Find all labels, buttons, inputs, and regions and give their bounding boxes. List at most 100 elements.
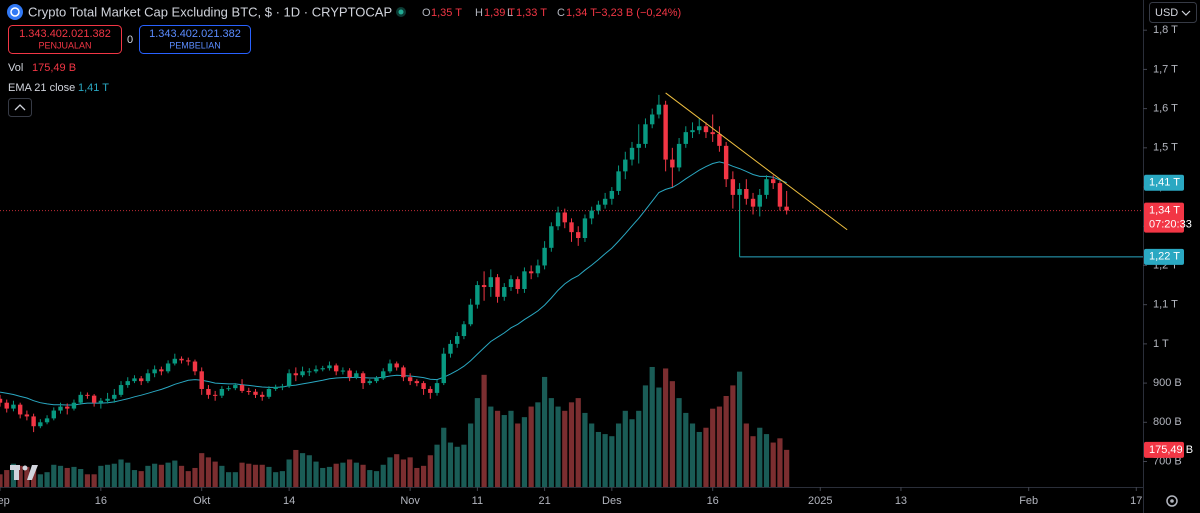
symbol-icon bbox=[7, 4, 23, 20]
axes: 1,8 T1,7 T1,6 T1,5 T1,4 T1,3 T1,2 T1,1 T… bbox=[0, 24, 1193, 507]
candle-body bbox=[549, 226, 554, 248]
x-tick-label: Okt bbox=[193, 495, 210, 507]
plot bbox=[0, 92, 1143, 487]
y-tick-label: 1,1 T bbox=[1153, 299, 1178, 311]
volume-bar bbox=[10, 463, 17, 487]
volume-bar bbox=[353, 462, 359, 487]
ohlc-value: 1,39 T bbox=[484, 7, 515, 19]
volume-bar bbox=[407, 457, 413, 487]
candle-body bbox=[58, 406, 63, 411]
collapse-icon bbox=[14, 104, 26, 111]
sell-price: 1.343.402.021.382 bbox=[19, 28, 111, 40]
sell-button[interactable] bbox=[8, 25, 122, 54]
x-tick-label: 16 bbox=[707, 495, 719, 507]
candle-body bbox=[710, 132, 715, 135]
collapse-button[interactable] bbox=[8, 98, 32, 117]
y-tick-label: 1,8 T bbox=[1153, 24, 1178, 36]
candle-body bbox=[730, 179, 736, 195]
candle-body bbox=[300, 371, 305, 376]
candle-body bbox=[455, 336, 460, 344]
candle-body bbox=[65, 406, 70, 409]
chart-title[interactable]: Crypto Total Market Cap Excluding BTC, $… bbox=[28, 4, 392, 19]
buy-price: 1.343.402.021.382 bbox=[149, 28, 241, 40]
volume-bar bbox=[730, 385, 736, 487]
candle-body bbox=[179, 358, 184, 361]
volume-bar bbox=[763, 434, 770, 487]
last-price-label-box bbox=[1144, 202, 1184, 233]
volume-bar bbox=[710, 408, 716, 487]
y-tick-label: 1 T bbox=[1153, 338, 1169, 350]
volume-bar bbox=[252, 464, 259, 487]
ohlc-key: L bbox=[507, 7, 513, 19]
volume-bar bbox=[347, 459, 353, 487]
candle-body bbox=[777, 183, 783, 207]
logo-part bbox=[27, 465, 38, 480]
volume-bar bbox=[373, 471, 380, 487]
candle-body bbox=[118, 385, 124, 395]
candle-body bbox=[441, 353, 446, 384]
candle-body bbox=[226, 388, 231, 390]
candle-body bbox=[212, 394, 218, 396]
logo bbox=[10, 465, 38, 480]
volume-bar bbox=[542, 376, 548, 487]
volume-bar bbox=[31, 467, 37, 487]
ema-legend[interactable]: EMA 21 close bbox=[8, 82, 75, 94]
volume-bar bbox=[340, 462, 346, 487]
buy-button[interactable] bbox=[139, 25, 251, 54]
x-tick-label: 17 bbox=[1130, 495, 1142, 507]
candle-body bbox=[475, 285, 480, 305]
candle-body bbox=[186, 360, 191, 362]
level-price-label-box bbox=[1144, 248, 1184, 265]
volume-bar bbox=[293, 449, 299, 487]
volume-bar bbox=[602, 434, 608, 487]
candle-body bbox=[0, 398, 3, 403]
volume-bar bbox=[427, 455, 433, 487]
candle-body bbox=[528, 271, 534, 274]
candle-body bbox=[623, 159, 628, 172]
ohlc-change: −3,23 B (−0,24%) bbox=[595, 7, 681, 19]
candle-body bbox=[132, 378, 137, 382]
settings-button[interactable] bbox=[1166, 495, 1178, 507]
y-tick-label: 1,7 T bbox=[1153, 63, 1178, 75]
volume-price-label: 175,49 B bbox=[1149, 444, 1193, 456]
ohlc-key: O bbox=[422, 7, 431, 19]
volume-bar bbox=[676, 398, 682, 487]
volume-bar bbox=[246, 463, 252, 487]
candle-body bbox=[602, 198, 608, 205]
ema-price-label: 1,41 T bbox=[1149, 177, 1180, 189]
volume-bar bbox=[447, 442, 454, 487]
trend-line bbox=[665, 92, 848, 231]
volume-bar bbox=[494, 410, 501, 487]
candle-body bbox=[656, 104, 662, 115]
candle-body bbox=[105, 398, 110, 401]
candle-body bbox=[354, 373, 359, 378]
candle-body bbox=[253, 391, 258, 395]
candle-body bbox=[273, 387, 278, 389]
volume-bar bbox=[84, 474, 91, 487]
volume-bar bbox=[642, 385, 649, 487]
volume-bar bbox=[145, 465, 151, 487]
volume-bar bbox=[57, 465, 64, 487]
candle-body bbox=[239, 385, 245, 391]
candle-body bbox=[757, 194, 762, 207]
volume-bar bbox=[589, 423, 595, 487]
candle-body bbox=[636, 143, 641, 148]
volume-legend[interactable]: Vol bbox=[8, 62, 23, 74]
volume-bar bbox=[743, 423, 749, 487]
symbol-icon-mark bbox=[10, 7, 20, 17]
candle-body bbox=[629, 147, 635, 160]
volume-bar bbox=[535, 402, 541, 487]
candle-body bbox=[744, 188, 749, 199]
candle-body bbox=[78, 394, 83, 403]
x-tick-label: 14 bbox=[283, 495, 295, 507]
currency-button[interactable] bbox=[1149, 2, 1197, 23]
volume-bar bbox=[178, 465, 185, 487]
candle-body bbox=[206, 388, 211, 395]
candle-body bbox=[327, 365, 332, 369]
volume-bar bbox=[696, 431, 702, 487]
volume-bar bbox=[468, 423, 474, 487]
candle-body bbox=[643, 124, 648, 144]
volume-bar bbox=[663, 368, 669, 487]
volume-bar bbox=[91, 474, 97, 487]
volume-bar bbox=[515, 423, 521, 487]
